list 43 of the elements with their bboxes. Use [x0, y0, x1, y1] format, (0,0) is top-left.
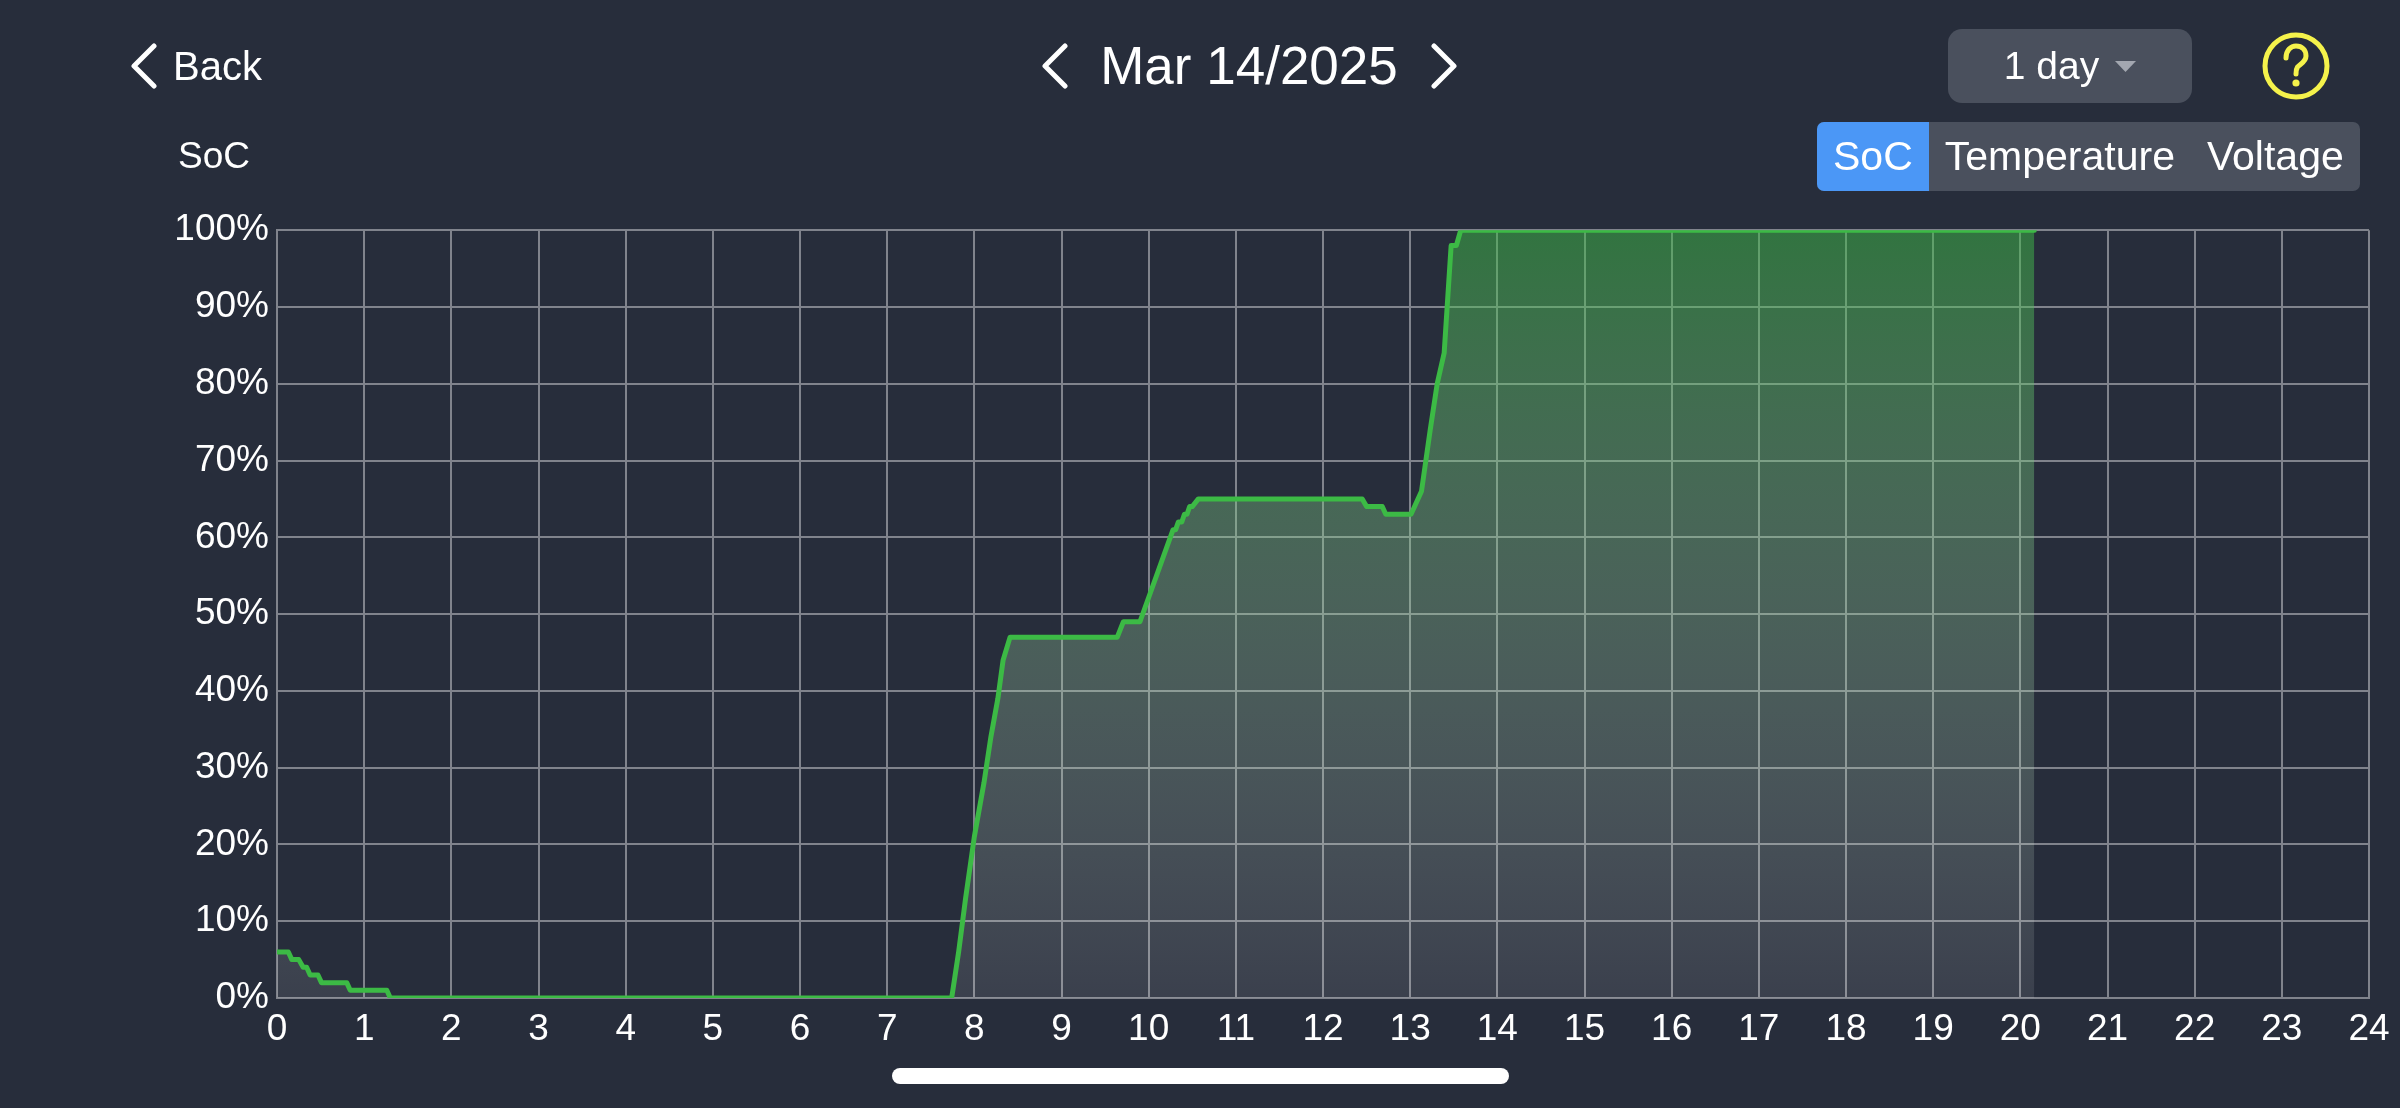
x-tick-label: 20 — [1999, 1007, 2041, 1049]
x-tick-label: 11 — [1216, 1007, 1256, 1049]
y-tick-label: 60% — [194, 514, 269, 556]
y-tick-label: 40% — [194, 668, 269, 710]
x-tick-label: 2 — [441, 1007, 462, 1049]
x-tick-label: 10 — [1128, 1007, 1170, 1049]
y-tick-label: 20% — [194, 821, 269, 863]
x-tick-label: 5 — [702, 1007, 724, 1049]
x-tick-label: 18 — [1825, 1007, 1867, 1049]
text: SoC — [1833, 133, 1913, 179]
x-tick-label: 22 — [2174, 1007, 2216, 1049]
y-tick-label: 50% — [194, 591, 269, 633]
x-tick-label: 13 — [1389, 1007, 1431, 1049]
x-tick-label: 23 — [2261, 1007, 2303, 1049]
x-tick-label: 12 — [1302, 1007, 1344, 1049]
x-tick-label: 21 — [2086, 1007, 2129, 1049]
x-tick-label: 14 — [1476, 1007, 1518, 1049]
x-tick-label: 24 — [2348, 1007, 2390, 1049]
x-tick-label: 19 — [1912, 1007, 1954, 1049]
y-axis-title: SoC — [178, 135, 250, 176]
y-tick-label: 80% — [194, 360, 269, 402]
x-tick-label: 8 — [964, 1007, 985, 1049]
y-tick-label: 90% — [194, 284, 269, 326]
x-tick-label: 3 — [528, 1007, 549, 1049]
chart-title: Mar 14/2025 — [1100, 36, 1398, 95]
y-tick-label: 10% — [194, 898, 269, 940]
x-tick-label: 16 — [1651, 1007, 1693, 1049]
text: Voltage — [2206, 133, 2344, 179]
text: 1 day — [2003, 44, 2100, 87]
x-tick-label: 9 — [1051, 1007, 1072, 1049]
y-tick-label: 70% — [194, 437, 269, 479]
y-tick-label: 0% — [215, 975, 269, 1017]
x-tick-label: 6 — [789, 1007, 811, 1049]
x-tick-label: 1 — [353, 1007, 375, 1049]
x-tick-label: 17 — [1738, 1007, 1780, 1049]
y-tick-label: 30% — [194, 744, 269, 786]
text: Back — [173, 44, 262, 88]
y-tick-label: 100% — [174, 207, 269, 249]
x-tick-label: 4 — [615, 1007, 636, 1049]
x-tick-label: 0 — [266, 1007, 288, 1049]
text: Temperature — [1944, 133, 2175, 179]
x-tick-label: 7 — [876, 1007, 898, 1049]
x-tick-label: 15 — [1563, 1007, 1606, 1049]
